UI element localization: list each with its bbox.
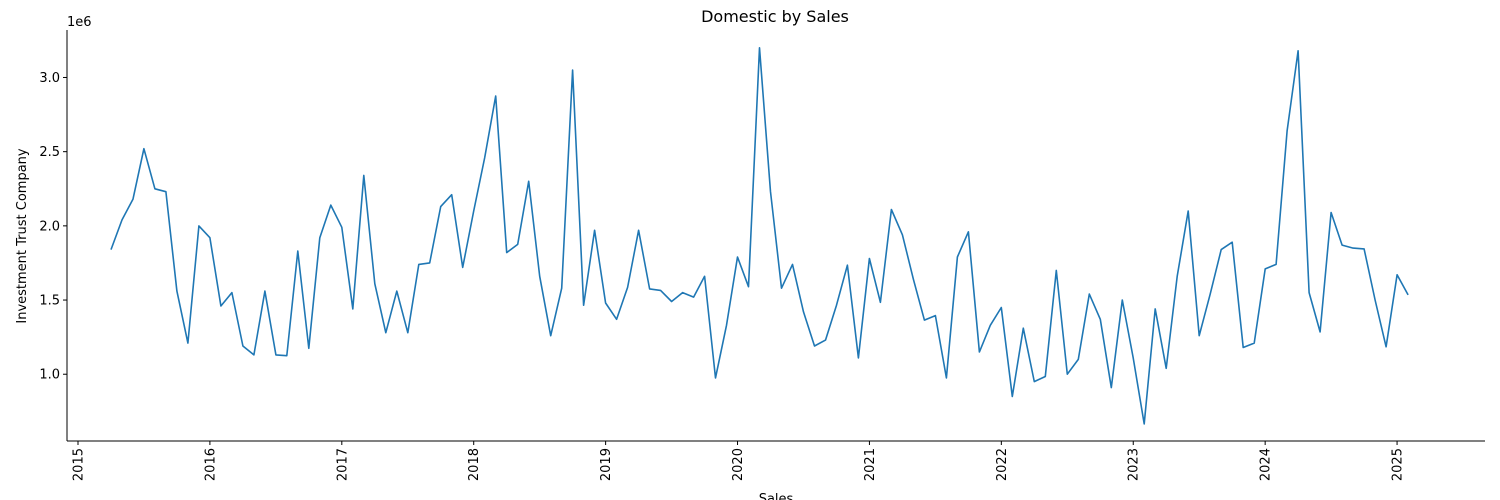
x-tick-label: 2017 [335, 448, 350, 481]
x-axis-ticks: 2015 2016 2017 2018 2019 2020 2021 2022 2023 2024… [71, 441, 1406, 481]
x-tick-label: 2025 [1391, 448, 1406, 481]
y-tick-label: 2.5 [39, 145, 60, 160]
y-axis-label: Investment Trust Company [15, 148, 30, 324]
y-tick-label: 1.5 [39, 294, 60, 309]
x-tick-label: 2020 [731, 448, 746, 481]
x-tick-label: 2022 [995, 448, 1010, 481]
x-tick-label: 2021 [863, 448, 878, 481]
series-line [110, 47, 1409, 425]
y-tick-label: 3.0 [39, 71, 60, 86]
y-tick-label: 2.0 [39, 219, 60, 234]
x-axis-label: Sales [759, 492, 794, 500]
x-tick-label: 2019 [599, 448, 614, 481]
y-offset-label: 1e6 [67, 15, 92, 30]
y-axis-ticks: 1.0 1.5 2.0 2.5 3.0 [39, 71, 67, 383]
x-tick-label: 2016 [203, 448, 218, 481]
x-tick-label: 2024 [1259, 448, 1274, 481]
x-tick-label: 2023 [1127, 448, 1142, 481]
chart-title: Domestic by Sales [701, 7, 849, 26]
y-tick-label: 1.0 [39, 368, 60, 383]
x-tick-label: 2015 [71, 448, 86, 481]
x-tick-label: 2018 [467, 448, 482, 481]
